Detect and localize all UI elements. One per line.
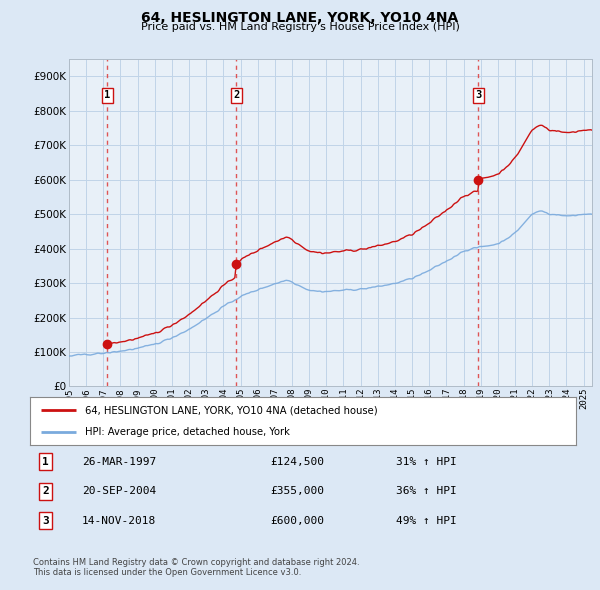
Text: 64, HESLINGTON LANE, YORK, YO10 4NA (detached house): 64, HESLINGTON LANE, YORK, YO10 4NA (det… xyxy=(85,405,377,415)
Text: Price paid vs. HM Land Registry's House Price Index (HPI): Price paid vs. HM Land Registry's House … xyxy=(140,22,460,32)
Text: 26-MAR-1997: 26-MAR-1997 xyxy=(82,457,156,467)
Text: 1: 1 xyxy=(42,457,49,467)
Text: 64, HESLINGTON LANE, YORK, YO10 4NA: 64, HESLINGTON LANE, YORK, YO10 4NA xyxy=(142,11,458,25)
Text: 3: 3 xyxy=(42,516,49,526)
Text: 36% ↑ HPI: 36% ↑ HPI xyxy=(396,486,457,496)
Text: 49% ↑ HPI: 49% ↑ HPI xyxy=(396,516,457,526)
Text: 20-SEP-2004: 20-SEP-2004 xyxy=(82,486,156,496)
Text: £355,000: £355,000 xyxy=(270,486,324,496)
Text: £600,000: £600,000 xyxy=(270,516,324,526)
Text: £124,500: £124,500 xyxy=(270,457,324,467)
Text: 1: 1 xyxy=(104,90,110,100)
Text: 2: 2 xyxy=(42,486,49,496)
Text: HPI: Average price, detached house, York: HPI: Average price, detached house, York xyxy=(85,427,289,437)
Text: Contains HM Land Registry data © Crown copyright and database right 2024.
This d: Contains HM Land Registry data © Crown c… xyxy=(33,558,359,577)
Text: 3: 3 xyxy=(475,90,482,100)
Text: 2: 2 xyxy=(233,90,239,100)
Text: 31% ↑ HPI: 31% ↑ HPI xyxy=(396,457,457,467)
Text: 14-NOV-2018: 14-NOV-2018 xyxy=(82,516,156,526)
